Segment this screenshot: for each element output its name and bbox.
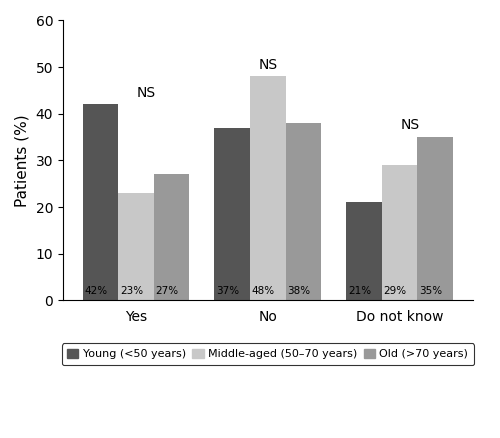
Text: 42%: 42% [84, 286, 108, 296]
Bar [286, 123, 321, 300]
Text: 29%: 29% [384, 286, 406, 296]
Text: NS: NS [258, 58, 278, 72]
Bar [154, 174, 190, 300]
Text: 21%: 21% [348, 286, 371, 296]
Text: 48%: 48% [252, 286, 275, 296]
Bar [118, 193, 154, 300]
Text: 38%: 38% [288, 286, 310, 296]
Bar [214, 128, 250, 300]
Bar [382, 165, 417, 300]
Y-axis label: Patients (%): Patients (%) [15, 114, 30, 207]
Bar [82, 105, 118, 300]
Text: 27%: 27% [156, 286, 178, 296]
Bar [346, 202, 382, 300]
Legend: Young (<50 years), Middle-aged (50–70 years), Old (>70 years): Young (<50 years), Middle-aged (50–70 ye… [62, 343, 474, 365]
Text: 35%: 35% [419, 286, 442, 296]
Text: 23%: 23% [120, 286, 143, 296]
Text: NS: NS [137, 86, 156, 100]
Bar [417, 137, 453, 300]
Text: 37%: 37% [216, 286, 240, 296]
Bar [250, 77, 286, 300]
Text: NS: NS [400, 118, 419, 132]
